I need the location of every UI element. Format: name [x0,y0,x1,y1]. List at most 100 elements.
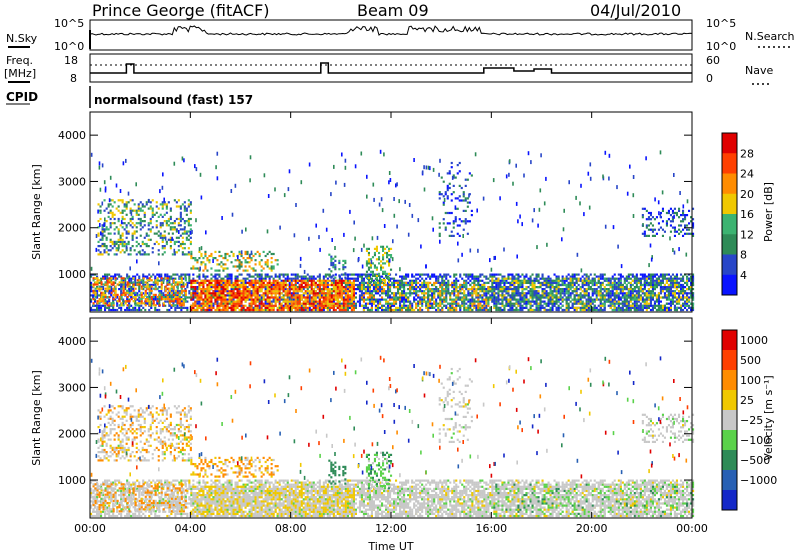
range-time-cell [495,279,498,282]
range-time-cell [104,281,107,284]
range-time-cell [266,288,269,291]
range-time-cell [358,286,361,289]
range-time-cell [156,308,159,312]
range-time-cell [525,281,528,284]
range-time-cell [427,298,430,301]
range-time-cell [366,292,369,295]
range-time-cell [489,288,492,291]
range-time-cell [162,304,165,307]
range-time-cell [124,308,127,312]
range-time-cell [549,288,552,291]
range-time-cell [296,288,299,291]
range-time-cell [196,279,199,282]
range-time-cell [198,281,201,284]
range-time-cell [214,273,217,276]
range-time-cell [525,275,528,278]
range-time-cell [627,273,630,276]
range-time-cell [236,306,239,309]
range-time-cell [663,273,666,276]
range-time-cell [368,292,371,295]
range-time-cell [320,296,323,299]
range-time-cell [491,292,494,295]
range-time-cell [266,298,269,301]
range-time-cell [184,273,187,276]
range-time-cell [401,290,404,293]
range-time-cell [192,290,195,293]
range-time-cell [298,306,301,309]
range-time-cell [222,279,225,282]
range-time-cell [156,295,159,299]
range-time-cell [539,298,542,301]
range-time-cell [198,273,201,276]
range-time-cell [447,288,450,291]
range-time-cell [370,298,373,301]
range-time-cell [324,281,327,284]
range-time-cell [234,308,237,312]
range-time-cell [415,294,418,297]
range-time-cell [475,300,478,303]
range-time-cell [136,292,139,295]
range-time-cell [142,281,145,284]
range-time-cell [477,292,480,295]
range-time-cell [368,286,371,289]
range-time-cell [252,279,255,282]
range-time-cell [399,279,402,282]
range-time-cell [613,292,616,295]
range-time-cell [379,286,382,289]
range-time-cell [583,283,586,287]
range-time-cell [409,292,412,295]
range-time-cell [533,294,536,297]
range-time-cell [350,294,353,297]
range-time-cell [507,277,510,280]
range-time-cell [395,296,398,299]
range-time-cell [611,277,614,280]
range-time-cell [240,302,243,305]
range-time-cell [230,273,233,276]
range-time-cell [507,294,510,297]
range-time-cell [152,287,155,290]
range-time-cell [547,300,550,303]
range-time-cell [236,290,239,293]
range-time-cell [324,273,327,276]
range-time-cell [557,283,560,287]
range-time-cell [417,296,420,299]
range-time-cell [352,294,355,297]
range-time-cell [288,286,291,289]
range-time-cell [102,286,105,289]
range-time-cell [513,296,516,299]
range-time-cell [573,283,576,287]
range-time-cell [684,273,687,276]
range-time-cell [236,281,239,284]
range-time-cell [439,281,442,284]
range-time-cell [252,281,255,284]
range-time-cell [495,302,498,305]
nsky-tick-bottom: 10^0 [54,40,84,53]
range-time-cell [589,281,592,284]
range-time-cell [282,300,285,303]
range-time-cell [559,302,562,305]
range-time-cell [360,290,363,293]
range-time-cell [264,283,267,287]
range-time-cell [519,308,522,312]
range-time-cell [403,286,406,289]
range-time-cell [623,298,626,301]
range-time-cell [455,290,458,293]
range-time-cell [511,288,514,291]
range-time-cell [459,275,462,278]
range-time-cell [296,304,299,307]
range-time-cell [493,290,496,293]
range-time-cell [326,281,329,284]
range-time-cell [629,277,632,280]
range-time-cell [437,308,440,312]
range-time-cell [362,304,365,307]
range-time-cell [657,300,660,303]
range-time-cell [517,300,520,303]
range-time-cell [184,300,187,303]
range-time-cell [238,292,241,295]
range-time-cell [543,290,546,293]
range-time-cell [318,308,321,312]
range-time-cell [192,286,195,289]
range-time-cell [531,273,534,276]
range-time-cell [140,291,143,294]
range-time-cell [220,292,223,295]
